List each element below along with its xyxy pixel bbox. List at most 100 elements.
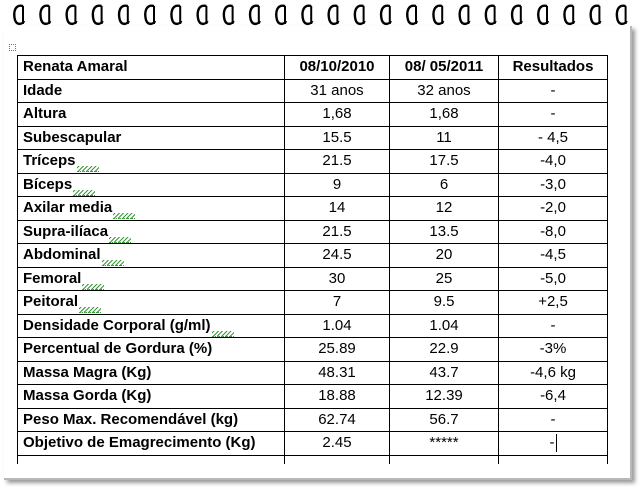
table-row: Bíceps 9 6 -3,0 xyxy=(17,172,608,197)
result: -3,0 xyxy=(498,172,608,197)
value-2011-text: 11 xyxy=(436,128,452,146)
value-2011-text: 17.5 xyxy=(429,152,459,170)
value-2011: 1,68 xyxy=(389,102,499,127)
table-row: Massa Magra (Kg) 48.31 43.7 -4,6 kg xyxy=(17,360,608,385)
result: -4,5 xyxy=(498,243,608,268)
row-label-text: Subescapular xyxy=(23,128,122,146)
value-2011: 20 xyxy=(389,243,499,268)
result: - xyxy=(498,407,608,432)
result: -6,4 xyxy=(498,384,608,409)
value-2011: 13.5 xyxy=(389,219,499,244)
value-2011-text: 1,68 xyxy=(429,105,459,123)
result: - xyxy=(498,102,608,127)
table-row: Peitoral 7 9.5 +2,5 xyxy=(17,290,608,315)
value-2011: 25 xyxy=(389,266,499,291)
row-label-text: Massa Gorda (Kg) xyxy=(23,387,152,405)
value-2010-text: 25.89 xyxy=(318,340,356,358)
row-label-text: Abdominal xyxy=(23,246,101,264)
value-2010: 31 anos xyxy=(284,78,390,103)
row-label-text: Axilar media xyxy=(23,199,113,217)
result: - xyxy=(498,431,608,456)
table-anchor-icon[interactable] xyxy=(9,44,16,51)
row-label: Peso Max. Recomendável (kg) xyxy=(17,407,285,432)
result: - xyxy=(498,313,608,338)
value-2010: 1.04 xyxy=(284,313,390,338)
result-text: -6,4 xyxy=(540,387,566,405)
table-row: Abdominal 24.5 20 -4,5 xyxy=(17,243,608,268)
value-2010: 9 xyxy=(284,172,390,197)
result-text: -4,0 xyxy=(540,152,566,170)
value-2010-text: 9 xyxy=(332,175,342,193)
table-row: Percentual de Gordura (%) 25.89 22.9 -3% xyxy=(17,337,608,362)
spiral-rings xyxy=(13,4,628,26)
value-2011-text: 13.5 xyxy=(429,222,459,240)
row-label: Femoral xyxy=(17,266,285,291)
value-2011-text: 25 xyxy=(435,269,453,287)
spellcheck-underline xyxy=(113,213,136,220)
value-2010-text: 1,68 xyxy=(322,105,352,123)
value-2010: 24.5 xyxy=(284,243,390,268)
table-row: Massa Gorda (Kg) 18.88 12.39 -6,4 xyxy=(17,384,608,409)
value-2010: 14 xyxy=(284,196,390,221)
value-2010-text: 31 anos xyxy=(310,81,364,99)
result-text: +2,5 xyxy=(538,293,568,311)
result-text: - xyxy=(550,410,556,428)
value-2010: 48.31 xyxy=(284,360,390,385)
table-row: Densidade Corporal (g/ml) 1.04 1.04 - xyxy=(17,313,608,338)
result: - 4,5 xyxy=(498,125,608,150)
spellcheck-underline xyxy=(79,307,102,314)
value-2010: 30 xyxy=(284,266,390,291)
blank-cell xyxy=(389,454,499,464)
blank-cell xyxy=(498,454,608,464)
row-label: Objetivo de Emagrecimento (Kg) xyxy=(17,431,285,456)
result: +2,5 xyxy=(498,290,608,315)
row-label: Percentual de Gordura (%) xyxy=(17,337,285,362)
value-2011: 17.5 xyxy=(389,149,499,174)
spellcheck-underline xyxy=(211,330,234,337)
result: -4,0 xyxy=(498,149,608,174)
row-label-text: Densidade Corporal (g/ml) xyxy=(23,316,211,334)
result-text: -3,0 xyxy=(540,175,566,193)
value-2010: 21.5 xyxy=(284,219,390,244)
result-text: - xyxy=(550,81,556,99)
value-2010-text: 18.88 xyxy=(318,387,356,405)
spellcheck-underline xyxy=(109,236,132,243)
value-2010-text: 14 xyxy=(328,199,346,217)
value-2011-text: 43.7 xyxy=(429,363,459,381)
value-2011: 12 xyxy=(389,196,499,221)
value-2010-text: 30 xyxy=(328,269,346,287)
table-row: Peso Max. Recomendável (kg) 62.74 56.7 - xyxy=(17,407,608,432)
row-label: Idade xyxy=(17,78,285,103)
row-label-text: Femoral xyxy=(23,269,82,287)
value-2010-text: 1.04 xyxy=(322,316,352,334)
value-2011: 12.39 xyxy=(389,384,499,409)
value-2011: ***** xyxy=(389,431,499,456)
spellcheck-underline xyxy=(73,189,96,196)
value-2011: 22.9 xyxy=(389,337,499,362)
result-text: - xyxy=(549,434,555,452)
table-row: Subescapular 15.5 11 - 4,5 xyxy=(17,125,608,150)
table-row: Objetivo de Emagrecimento (Kg) 2.45 ***** - xyxy=(17,431,608,456)
result-text: -4,5 xyxy=(540,246,566,264)
row-label-text: Supra-ilíaca xyxy=(23,222,109,240)
value-2010: 15.5 xyxy=(284,125,390,150)
header-name: Renata Amaral xyxy=(17,55,285,80)
result: -2,0 xyxy=(498,196,608,221)
header-date-1: 08/10/2010 xyxy=(284,55,390,80)
value-2011-text: 9.5 xyxy=(433,293,455,311)
result: -4,6 kg xyxy=(498,360,608,385)
result-text: - xyxy=(550,105,556,123)
result-text: -4,6 kg xyxy=(530,363,576,381)
result-text: - 4,5 xyxy=(537,128,568,146)
table-blank-row xyxy=(17,454,608,464)
value-2011-text: ***** xyxy=(429,434,459,452)
row-label-text: Bíceps xyxy=(23,175,73,193)
spellcheck-underline xyxy=(76,166,99,173)
result: -5,0 xyxy=(498,266,608,291)
blank-cell xyxy=(284,454,390,464)
value-2011-text: 56.7 xyxy=(429,410,459,428)
value-2010-text: 15.5 xyxy=(322,128,352,146)
row-label: Tríceps xyxy=(17,149,285,174)
header-date-2: 08/ 05/2011 xyxy=(389,55,499,80)
